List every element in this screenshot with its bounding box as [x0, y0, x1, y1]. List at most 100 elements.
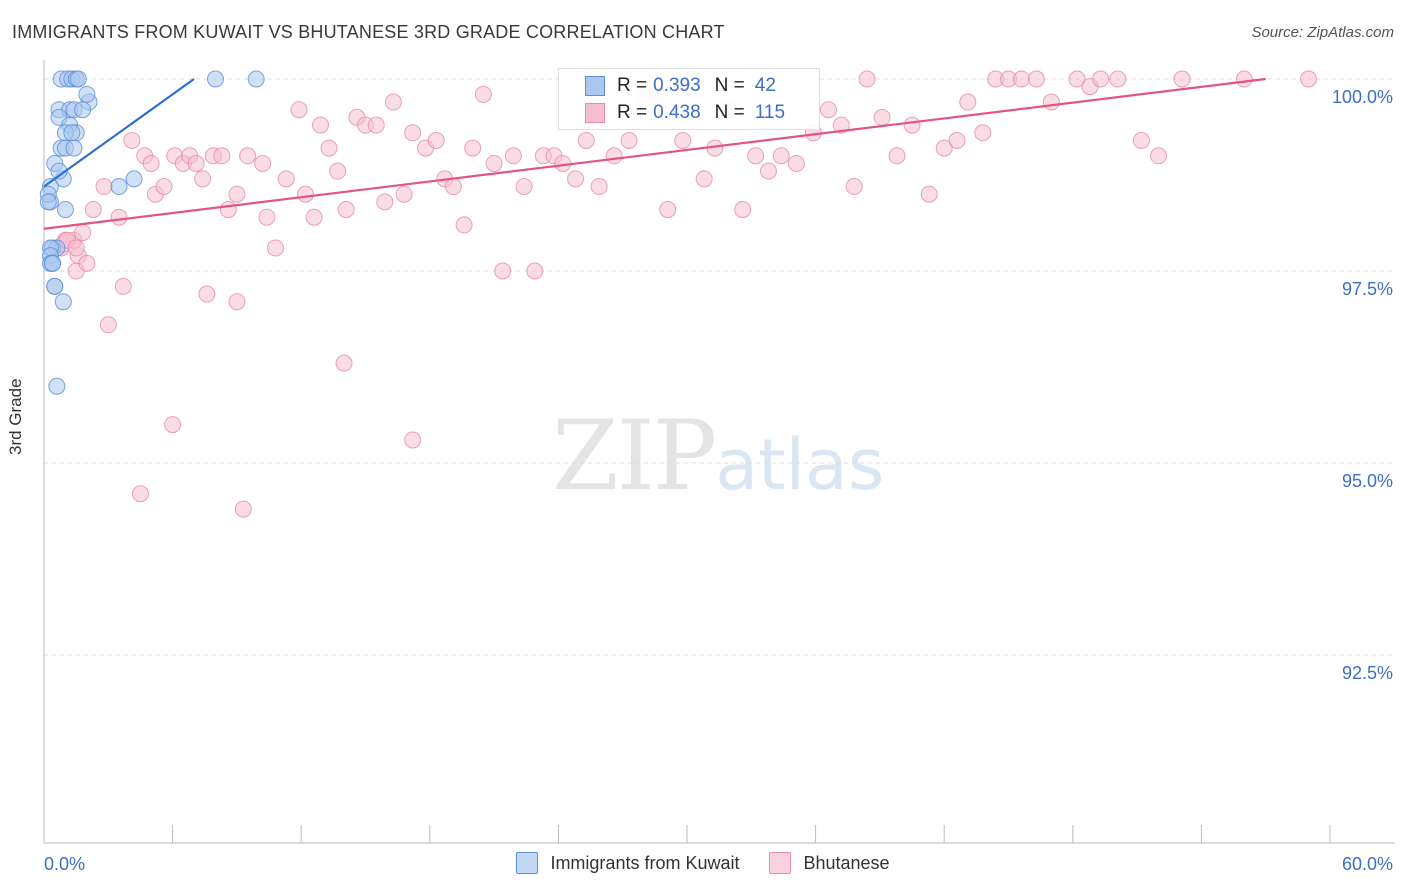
bhutanese-point-47	[444, 178, 462, 196]
bhutanese-point-88	[959, 93, 977, 111]
bhutanese-point-8	[110, 208, 128, 226]
bhutanese-point-72	[734, 201, 752, 219]
bhutanese-point-63	[620, 131, 638, 149]
kuwait-trend-line	[43, 78, 195, 188]
kuwait-point-38	[125, 170, 143, 188]
bhutanese-point-23	[219, 201, 237, 219]
bhutanese-point-114	[404, 431, 422, 449]
bhutanese-n-label: N =	[714, 102, 745, 123]
bhutanese-point-60	[577, 131, 595, 149]
bhutanese-point-49	[464, 139, 482, 157]
watermark: ZIPatlas	[552, 400, 884, 512]
bhutanese-r-value: 0.438	[653, 102, 701, 123]
bhutanese-point-50	[474, 85, 492, 103]
bhutanese-point-19	[194, 170, 212, 188]
bhutanese-point-55	[526, 262, 544, 280]
kuwait-point-14	[63, 124, 81, 142]
bhutanese-point-24	[228, 185, 246, 203]
bhutanese-point-87	[948, 131, 966, 149]
bhutanese-point-113	[335, 354, 353, 372]
bhutanese-point-31	[296, 185, 314, 203]
source-label: Source: ZipAtlas.com	[1251, 24, 1394, 41]
bhutanese-point-74	[759, 162, 777, 180]
bhutanese-point-54	[515, 178, 533, 196]
bhutanese-trend-line	[43, 77, 1266, 230]
bhutanese-point-51	[485, 154, 503, 172]
kuwait-point-40	[247, 70, 265, 88]
legend-item-kuwait[interactable]: Immigrants from Kuwait	[516, 852, 739, 874]
bhutanese-point-33	[311, 116, 329, 134]
bhutanese-swatch	[585, 103, 605, 123]
bhutanese-point-7	[95, 178, 113, 196]
bhutanese-point-102	[1235, 70, 1253, 88]
bhutanese-point-53	[504, 147, 522, 165]
kuwait-point-37	[110, 178, 128, 196]
bhutanese-point-66	[659, 201, 677, 219]
bhutanese-point-14	[155, 178, 173, 196]
kuwait-point-36	[48, 377, 66, 395]
x-tick-label-min: 0.0%	[44, 854, 85, 874]
kuwait-point-23	[56, 201, 74, 219]
bhutanese-point-80	[845, 178, 863, 196]
legend-row-kuwait: R = 0.393 N = 42	[585, 75, 776, 97]
bhutanese-point-98	[1109, 70, 1127, 88]
bhutanese-point-79	[832, 116, 850, 134]
bhutanese-point-109	[131, 485, 149, 503]
bhutanese-point-100	[1150, 147, 1168, 165]
bhutanese-point-97	[1092, 70, 1110, 88]
bhutanese-point-61	[590, 178, 608, 196]
bhutanese-point-18	[187, 154, 205, 172]
bhutanese-point-9	[114, 277, 132, 295]
bhutanese-point-48	[455, 216, 473, 234]
bhutanese-point-32	[305, 208, 323, 226]
kuwait-n-label: N =	[714, 75, 745, 96]
bhutanese-point-107	[78, 254, 96, 272]
bhutanese-point-86	[935, 139, 953, 157]
bhutanese-point-43	[404, 124, 422, 142]
bhutanese-point-27	[258, 208, 276, 226]
bhutanese-point-101	[1173, 70, 1191, 88]
bhutanese-point-36	[337, 201, 355, 219]
kuwait-point-9	[74, 101, 92, 119]
bhutanese-point-29	[277, 170, 295, 188]
legend-item-bhutanese[interactable]: Bhutanese	[769, 852, 890, 874]
bhutanese-point-81	[858, 70, 876, 88]
bhutanese-point-12	[142, 154, 160, 172]
bhutanese-point-84	[903, 116, 921, 134]
bhutanese-n-value: 115	[754, 102, 786, 123]
correlation-legend: R = 0.393 N = 42 R = 0.438 N = 115	[558, 68, 820, 130]
kuwait-swatch	[585, 76, 605, 96]
legend-kuwait-swatch	[516, 852, 539, 874]
bhutanese-point-62	[605, 147, 623, 165]
bhutanese-point-41	[384, 93, 402, 111]
kuwait-n-value: 42	[754, 75, 776, 96]
bhutanese-point-39	[367, 116, 385, 134]
kuwait-point-25	[39, 193, 57, 211]
kuwait-r-label: R =	[617, 75, 648, 96]
bhutanese-point-112	[228, 293, 246, 311]
bhutanese-point-20	[198, 285, 216, 303]
kuwait-point-17	[65, 139, 83, 157]
x-tick-label-max: 60.0%	[1342, 854, 1393, 874]
bhutanese-point-59	[567, 170, 585, 188]
bhutanese-point-52	[494, 262, 512, 280]
bhutanese-point-94	[1042, 93, 1060, 111]
bhutanese-point-22	[213, 147, 231, 165]
legend-bhutanese-label: Bhutanese	[803, 852, 890, 873]
bhutanese-point-85	[920, 185, 938, 203]
kuwait-point-35	[54, 293, 72, 311]
y-tick-label-0: 92.5%	[1342, 663, 1393, 683]
bhutanese-point-30	[290, 101, 308, 119]
bhutanese-point-67	[674, 131, 692, 149]
kuwait-point-33	[46, 277, 64, 295]
y-tick-label-1: 95.0%	[1342, 471, 1393, 491]
legend-bhutanese-swatch	[769, 852, 792, 874]
bhutanese-point-111	[234, 500, 252, 518]
watermark-atlas: atlas	[715, 424, 885, 506]
kuwait-point-41	[78, 85, 96, 103]
bhutanese-point-45	[427, 131, 445, 149]
kuwait-point-39	[206, 70, 224, 88]
legend-row-bhutanese: R = 0.438 N = 115	[585, 102, 785, 124]
bhutanese-point-34	[320, 139, 338, 157]
